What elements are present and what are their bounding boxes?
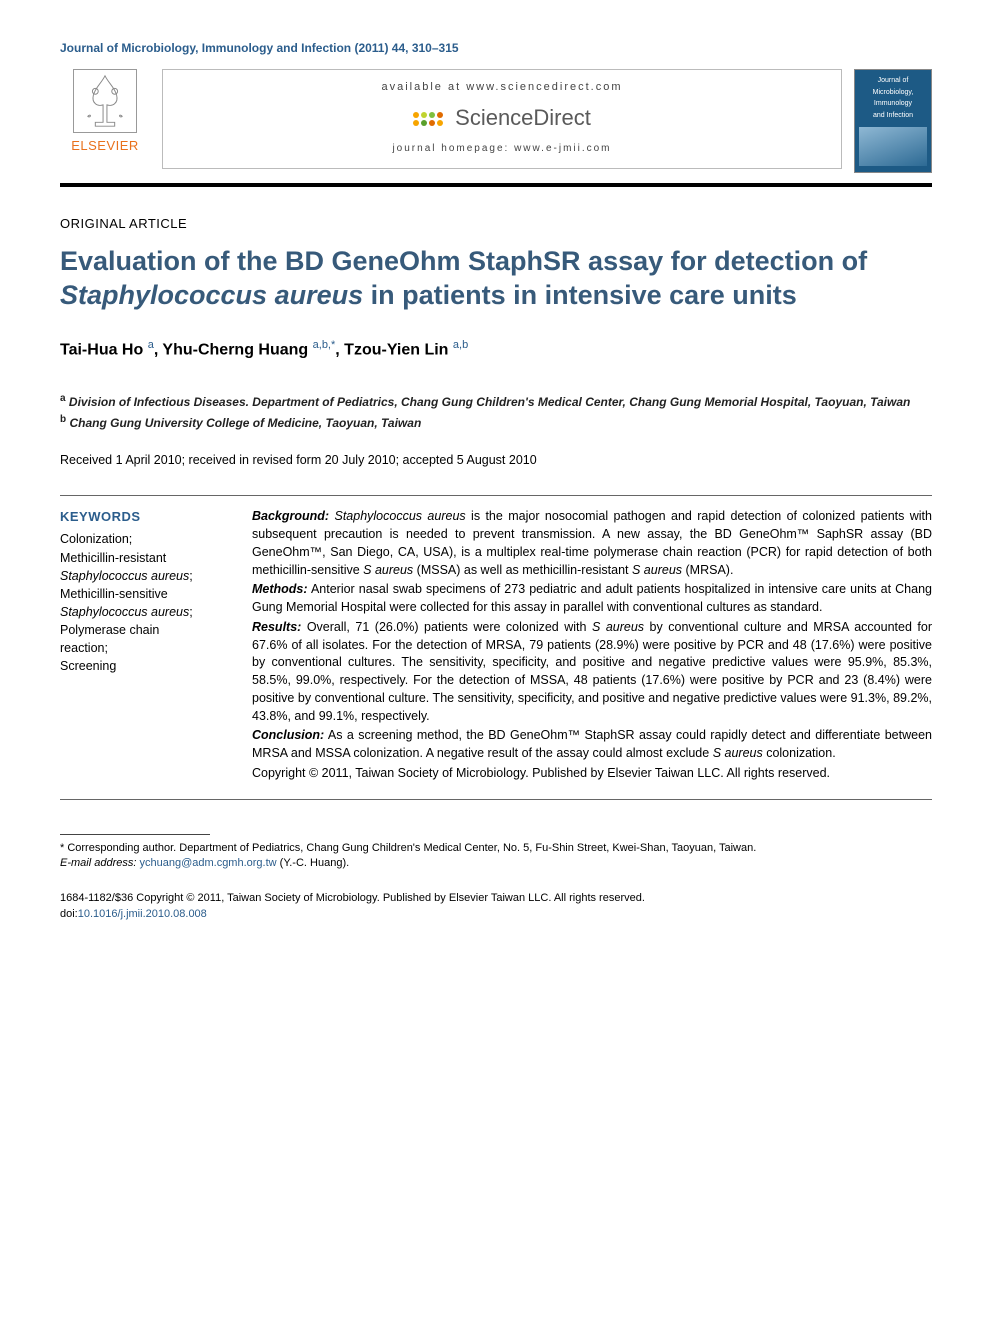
title-pre: Evaluation of the BD GeneOhm StaphSR ass…	[60, 246, 867, 276]
doi-link[interactable]: 10.1016/j.jmii.2010.08.008	[78, 908, 207, 920]
abstract-methods: Methods: Anterior nasal swab specimens o…	[252, 581, 932, 617]
cover-line: Immunology	[859, 99, 927, 109]
cover-image-placeholder	[859, 127, 927, 166]
email-line: E-mail address: ychuang@adm.cgmh.org.tw …	[60, 856, 932, 871]
sciencedirect-mark-icon	[413, 105, 449, 133]
affiliations-block: a Division of Infectious Diseases. Depar…	[60, 392, 932, 432]
article-type-label: ORIGINAL ARTICLE	[60, 215, 932, 233]
keywords-list: Colonization;Methicillin-resistantStaphy…	[60, 530, 230, 675]
article-title: Evaluation of the BD GeneOhm StaphSR ass…	[60, 245, 932, 313]
cover-line: Journal of	[859, 76, 927, 86]
keywords-column: KEYWORDS Colonization;Methicillin-resist…	[60, 508, 230, 784]
email-label: E-mail address:	[60, 857, 136, 869]
email-link[interactable]: ychuang@adm.cgmh.org.tw	[139, 857, 276, 869]
sciencedirect-text: ScienceDirect	[455, 103, 591, 134]
doi-label: doi:	[60, 908, 78, 920]
footnote-rule	[60, 834, 210, 835]
cover-line: and Infection	[859, 111, 927, 121]
sciencedirect-block: available at www.sciencedirect.com Scien…	[162, 69, 842, 169]
masthead: ELSEVIER available at www.sciencedirect.…	[60, 69, 932, 187]
abstract-conclusion: Conclusion: As a screening method, the B…	[252, 727, 932, 763]
footnotes-block: * Corresponding author. Department of Pe…	[60, 841, 932, 872]
corresponding-author-note: * Corresponding author. Department of Pe…	[60, 841, 932, 856]
footer-copyright: 1684-1182/$36 Copyright © 2011, Taiwan S…	[60, 891, 932, 906]
journal-cover-thumbnail: Journal of Microbiology, Immunology and …	[854, 69, 932, 173]
doi-line: doi:10.1016/j.jmii.2010.08.008	[60, 907, 932, 922]
sciencedirect-logo: ScienceDirect	[413, 103, 591, 134]
abstract-background: Background: Staphylococcus aureus is the…	[252, 508, 932, 579]
author-list: Tai-Hua Ho a, Yhu-Cherng Huang a,b,*, Tz…	[60, 338, 932, 362]
cover-line: Microbiology,	[859, 88, 927, 98]
abstract-results: Results: Overall, 71 (26.0%) patients we…	[252, 619, 932, 726]
available-at-text: available at www.sciencedirect.com	[381, 80, 622, 95]
title-post: in patients in intensive care units	[363, 280, 797, 310]
journal-homepage-text: journal homepage: www.e-jmii.com	[392, 142, 611, 156]
abstract-text: Background: Staphylococcus aureus is the…	[252, 508, 932, 784]
journal-citation-header: Journal of Microbiology, Immunology and …	[60, 40, 932, 57]
elsevier-logo: ELSEVIER	[60, 69, 150, 155]
article-dates: Received 1 April 2010; received in revis…	[60, 452, 932, 470]
keywords-heading: KEYWORDS	[60, 508, 230, 526]
elsevier-label: ELSEVIER	[71, 137, 139, 155]
email-author: (Y.-C. Huang).	[280, 857, 350, 869]
title-italic: Staphylococcus aureus	[60, 280, 363, 310]
elsevier-tree-icon	[73, 69, 137, 133]
page-footer: 1684-1182/$36 Copyright © 2011, Taiwan S…	[60, 891, 932, 922]
abstract-block: KEYWORDS Colonization;Methicillin-resist…	[60, 495, 932, 799]
abstract-copyright: Copyright © 2011, Taiwan Society of Micr…	[252, 765, 932, 783]
